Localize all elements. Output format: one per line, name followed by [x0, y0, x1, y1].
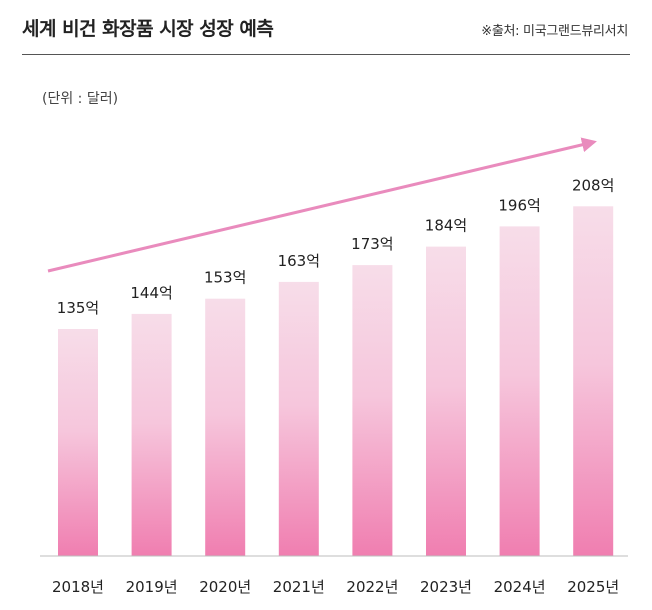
- bar-2020년: [205, 298, 246, 556]
- bar-2024년: [499, 226, 540, 556]
- bar-2023년: [426, 246, 466, 556]
- data-label-2021년: 163억: [278, 252, 320, 270]
- x-tick-label: 2019년: [126, 578, 178, 596]
- unit-label: (단위 : 달러): [42, 91, 119, 107]
- trend-arrow: [47, 137, 597, 273]
- x-tick-label: 2023년: [420, 578, 472, 596]
- data-label-2018년: 135억: [57, 299, 99, 317]
- header-divider: [22, 54, 630, 55]
- x-tick-label: 2025년: [567, 578, 619, 596]
- x-tick-label: 2021년: [273, 578, 325, 596]
- bar-2025년: [573, 206, 614, 557]
- data-label-2022년: 173억: [351, 235, 393, 253]
- bar-2022년: [352, 265, 393, 556]
- x-tick-label: 2024년: [494, 578, 546, 596]
- chart-title: 세계 비건 화장품 시장 성장 예측: [22, 18, 274, 40]
- data-label-2024년: 196억: [498, 196, 540, 214]
- data-label-2019년: 144억: [130, 284, 172, 302]
- x-tick-label: 2020년: [199, 578, 251, 596]
- data-label-2023년: 184억: [425, 217, 467, 235]
- data-label-2025년: 208억: [572, 176, 614, 194]
- x-tick-label: 2018년: [52, 578, 104, 596]
- bar-2019년: [131, 313, 172, 556]
- data-label-2020년: 153억: [204, 269, 246, 287]
- bar-2021년: [278, 281, 319, 556]
- x-tick-label: 2022년: [346, 578, 398, 596]
- bar-2018년: [58, 329, 98, 556]
- source-note: ※출처: 미국그랜드뷰리서치: [481, 24, 628, 39]
